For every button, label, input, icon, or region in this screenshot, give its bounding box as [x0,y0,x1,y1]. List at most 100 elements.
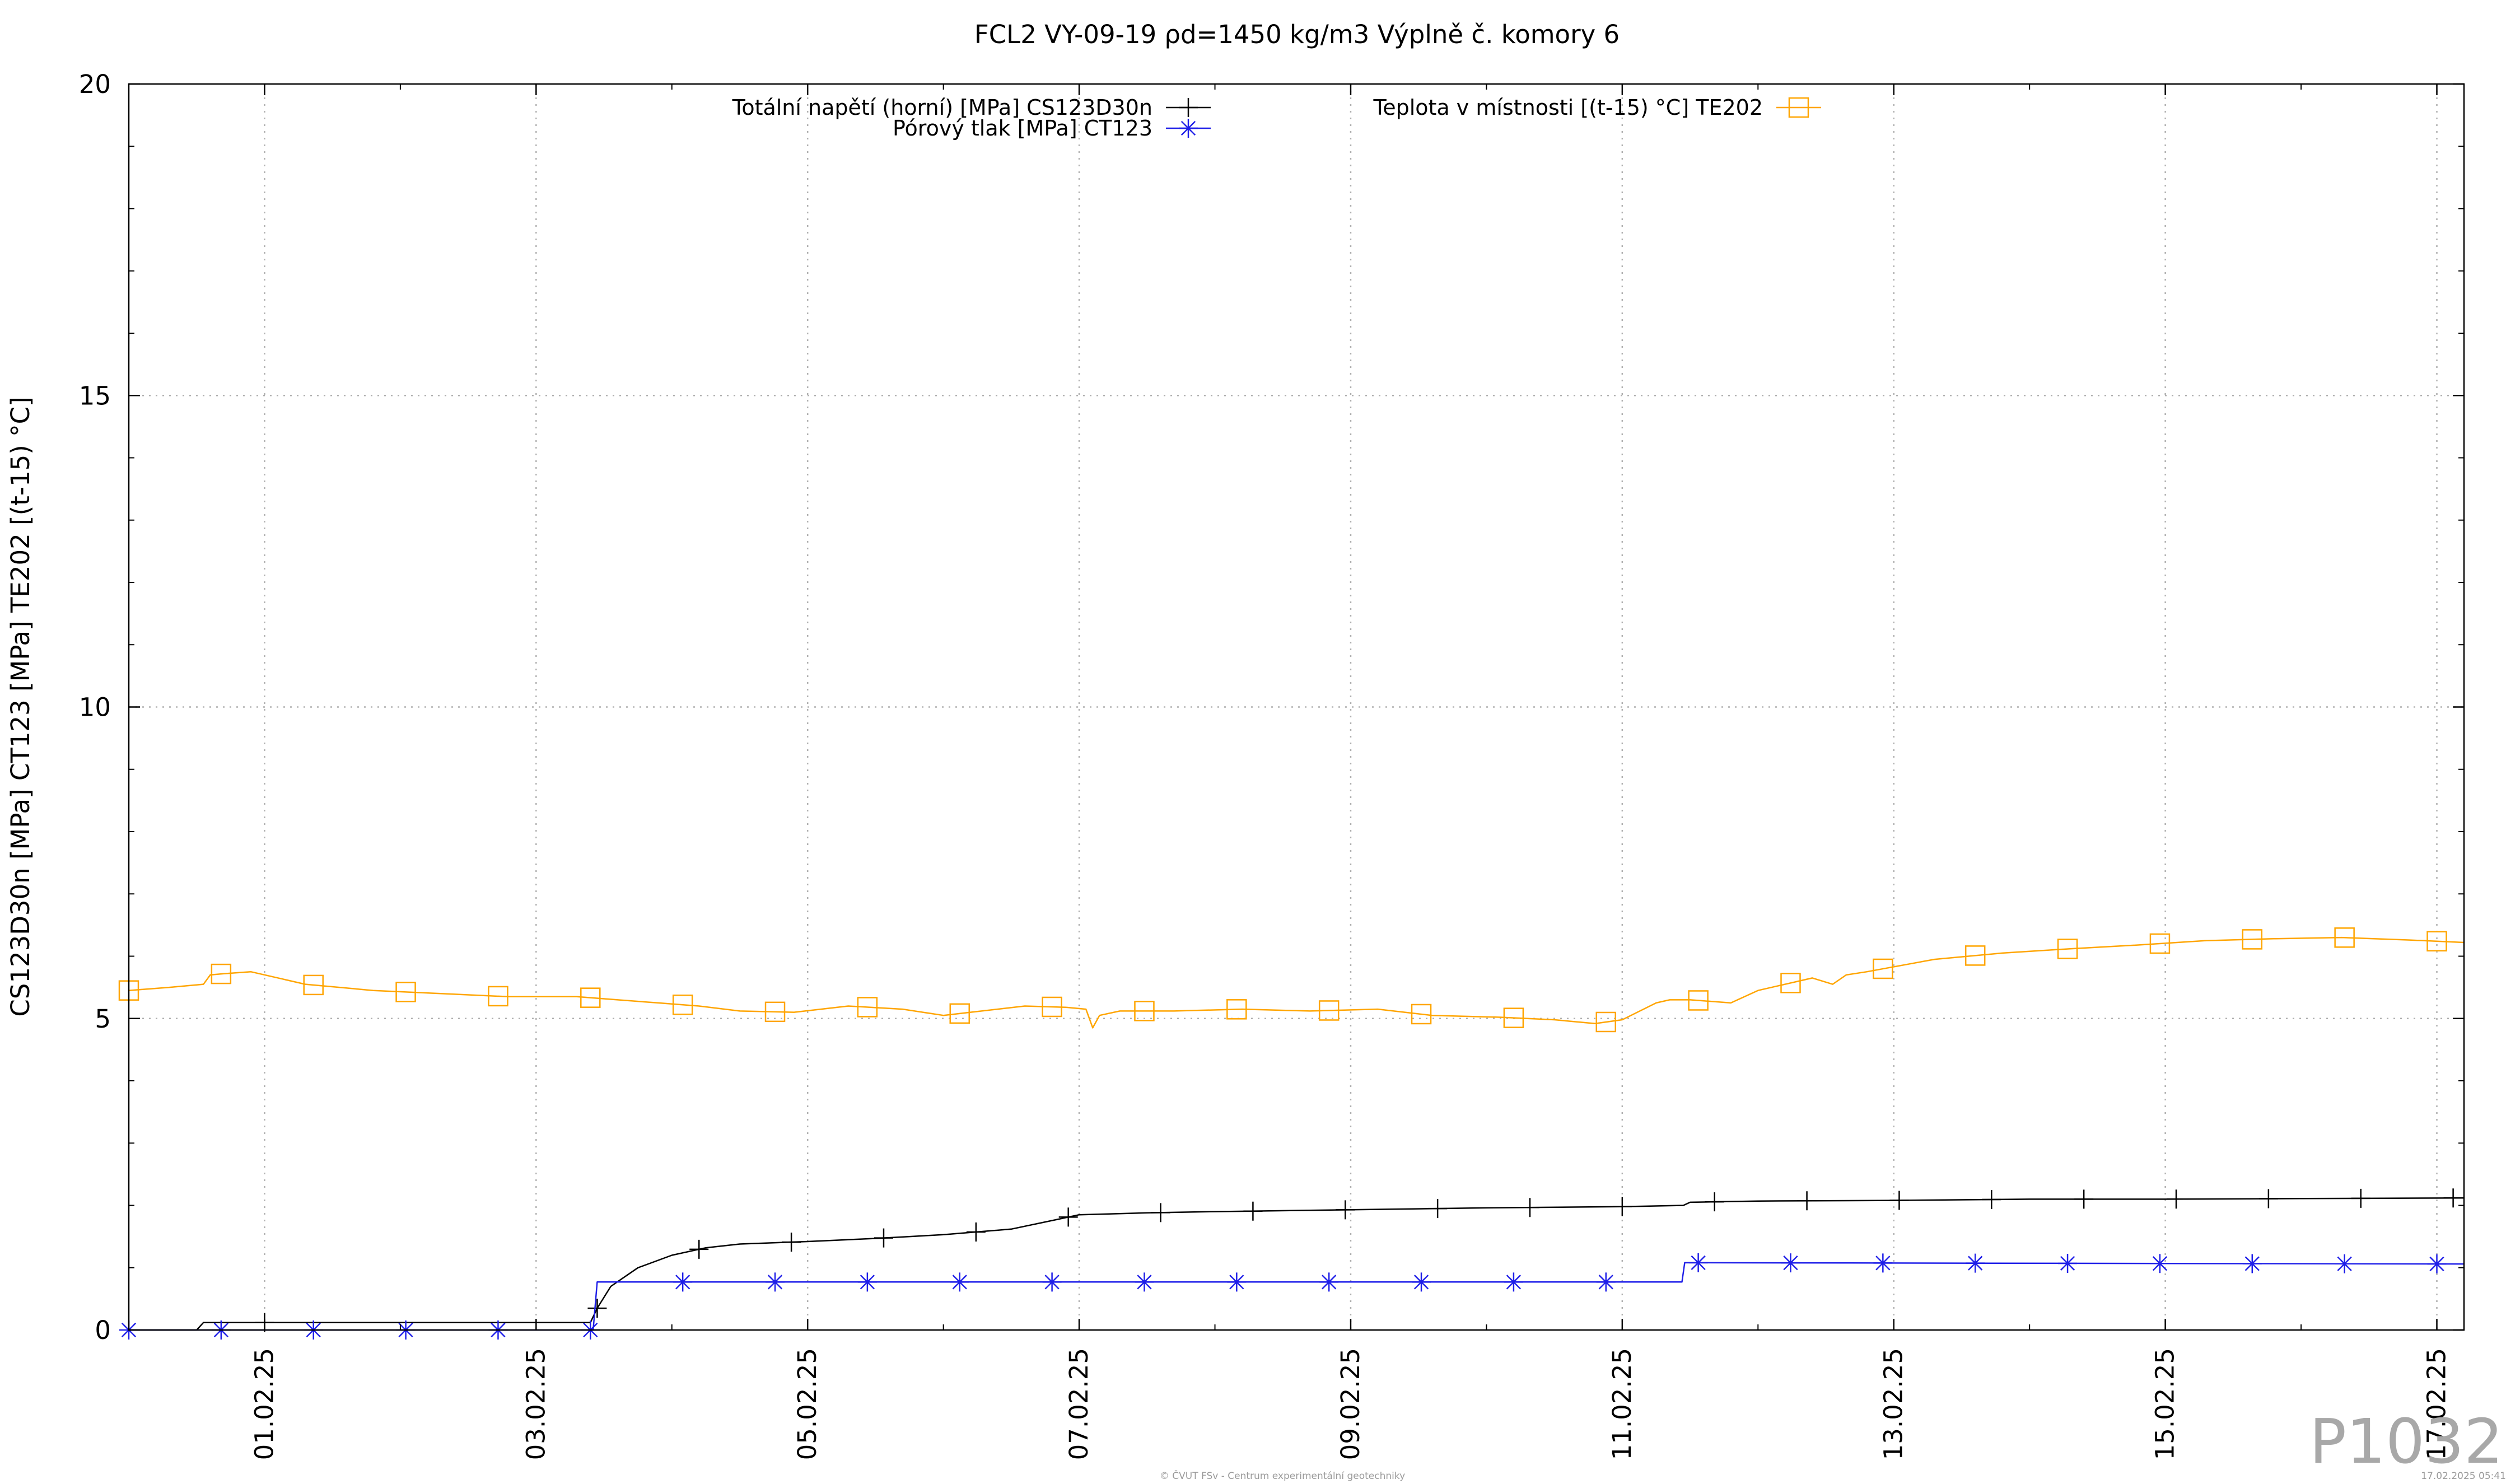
x-tick-label: 07.02.25 [1064,1348,1094,1460]
data-point [2335,1254,2354,1273]
data-point [2351,1188,2370,1208]
data-point [488,986,508,1007]
series-2 [119,1253,2465,1340]
data-point [1964,945,1986,966]
data-point [2427,1254,2447,1273]
footer-timestamp: 17.02.2025 05:41 [2421,1471,2506,1482]
x-axis-tick-labels: 01.02.25 03.02.25 05.02.25 07.02.25 09.02.25… [249,1348,2451,1460]
y-tick-label: 5 [95,1004,111,1034]
x-tick-label: 17.02.25 [2422,1348,2452,1460]
series-line [128,936,2465,1029]
data-point [2443,1188,2463,1208]
data-point [2058,1253,2078,1273]
data-point [580,987,601,1008]
data-point [1412,1272,1431,1292]
y-tick-label: 20 [79,69,111,99]
data-point [1889,1191,1909,1210]
data-point [1411,1004,1432,1025]
data-point [1042,1272,1062,1292]
y-tick-label: 10 [79,693,111,722]
legend-item: Totální napětí (horní) [MPa] CS123D30n [732,95,1211,120]
data-point [1243,1201,1263,1221]
data-point [874,1228,893,1248]
footer-copyright: © ČVUT FSv - Centrum experimentální geot… [1160,1469,1405,1482]
legend: Totální napětí (horní) [MPa] CS123D30nPó… [732,95,1821,141]
data-point [1873,958,1893,979]
data-point [395,982,416,1002]
data-point [1688,1253,1708,1272]
data-point [1595,1011,1617,1033]
data-point [1428,1199,1448,1219]
data-point [1966,1253,1985,1273]
data-point [1520,1198,1539,1217]
series-1 [129,1188,2465,1332]
data-point [1781,1253,1800,1273]
data-point [1318,1000,1340,1021]
data-point [2149,933,2171,954]
legend-item: Pórový tlak [MPa] CT123 [893,116,1211,141]
legend-swatch-marker [1179,119,1198,138]
axis-ticks [128,83,2464,1331]
data-point [2426,931,2447,952]
data-point [2334,927,2355,948]
x-tick-label: 01.02.25 [249,1348,279,1460]
data-point [857,1272,877,1292]
plot-area [118,927,2465,1340]
data-point [766,1272,785,1292]
data-point [1058,1207,1078,1227]
legend-label: Totální napětí (horní) [MPa] CS123D30n [732,95,1152,120]
data-point [2150,1254,2169,1273]
data-point [2057,939,2078,959]
data-point [2167,1189,2186,1209]
data-point [1504,1272,1523,1292]
y-axis-tick-labels: 0 5 10 15 20 [79,69,111,1345]
data-point [1336,1200,1355,1220]
legend-item: Teplota v místnosti [(t-15) °C] TE202 [1373,95,1821,120]
chart-title: FCL2 VY-09-19 ρd=1450 kg/m3 Výplně č. ko… [974,20,1620,49]
data-point [949,1003,970,1024]
data-point [673,1272,693,1292]
data-point [303,974,324,996]
data-point [211,963,232,984]
data-point [782,1233,801,1252]
data-point [1227,1272,1247,1292]
page-id-watermark: P1032 [2309,1406,2503,1477]
legend-label: Teplota v místnosti [(t-15) °C] TE202 [1373,95,1763,120]
x-tick-label: 09.02.25 [1336,1348,1365,1460]
data-point [1780,973,1801,993]
legend-label: Pórový tlak [MPa] CT123 [893,116,1152,141]
data-point [950,1272,969,1292]
grid-lines [129,84,2464,1330]
y-tick-label: 0 [95,1315,111,1345]
data-point [587,1299,607,1318]
x-tick-label: 03.02.25 [521,1348,550,1460]
series-3 [118,927,2465,1033]
data-point [672,995,693,1015]
data-point [857,997,878,1018]
data-point [2242,1254,2262,1273]
x-tick-label: 05.02.25 [792,1348,822,1460]
data-point [1042,996,1062,1018]
data-point [2074,1189,2094,1209]
data-point [966,1222,986,1242]
x-tick-label: 13.02.25 [1879,1348,1908,1460]
data-point [1151,1203,1170,1222]
x-tick-label: 15.02.25 [2150,1348,2180,1460]
data-point [2258,1189,2278,1208]
data-point [1596,1272,1616,1292]
legend-swatch-marker [1179,98,1198,117]
legend-swatch-marker [1788,97,1809,118]
data-point [1982,1190,2001,1209]
data-point [1319,1272,1339,1292]
x-tick-label: 11.02.25 [1607,1348,1637,1460]
data-point [1797,1191,1817,1211]
y-axis-label: CS123D30n [MPa] CT123 [MPa] TE202 [(t-15… [6,396,35,1016]
data-point [1612,1197,1632,1216]
data-point [1873,1253,1893,1273]
series-line [129,1262,2465,1331]
data-point [1503,1007,1524,1028]
data-point [764,1001,786,1023]
data-point [1688,990,1709,1011]
data-point [1705,1192,1724,1212]
